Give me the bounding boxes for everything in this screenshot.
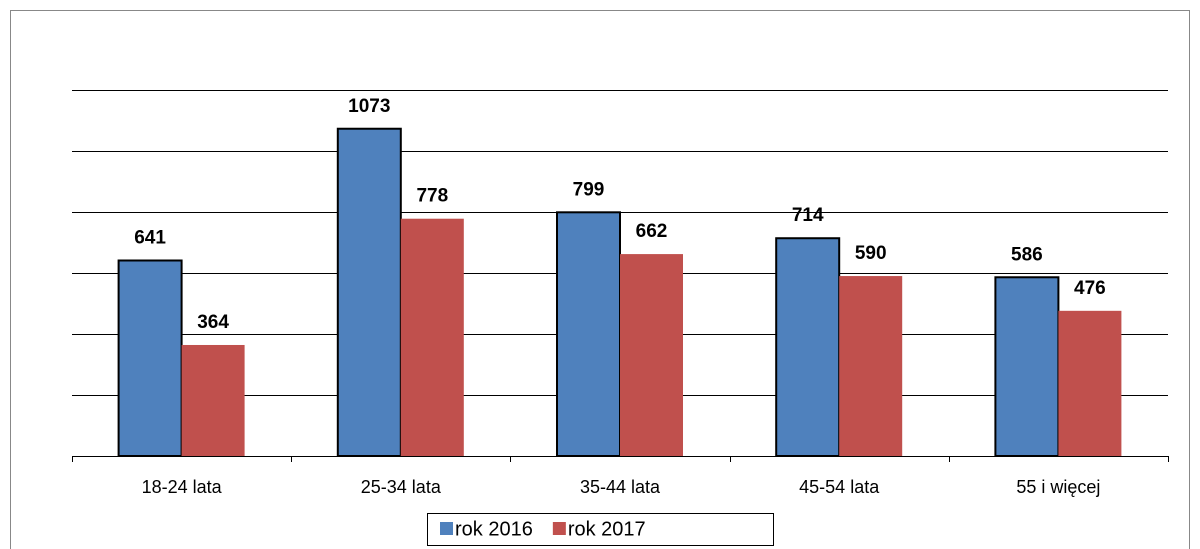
legend-label: rok 2016: [455, 518, 533, 540]
bar: [1058, 310, 1122, 456]
legend-swatch: [440, 522, 453, 535]
bar: [181, 344, 245, 456]
bar: [117, 259, 183, 457]
x-tick-label: 35-44 lata: [580, 477, 661, 497]
data-label: 476: [1074, 278, 1106, 299]
legend-swatch: [552, 522, 566, 535]
data-label: 364: [197, 312, 229, 333]
x-tick-label: 45-54 lata: [799, 477, 880, 497]
data-label: 586: [1011, 244, 1043, 265]
data-label: 778: [416, 186, 448, 207]
bar: [336, 127, 402, 458]
legend-label: rok 2017: [568, 518, 646, 540]
x-tick-label: 18-24 lata: [142, 477, 223, 497]
data-label: 1073: [348, 96, 390, 117]
data-label: 590: [855, 243, 887, 264]
data-label: 641: [134, 228, 166, 249]
bar: [839, 276, 903, 456]
x-tick-label: 55 i więcej: [1016, 477, 1100, 497]
data-label: 662: [636, 221, 668, 242]
bar: [775, 237, 841, 457]
bar: [400, 218, 464, 456]
x-tick-label: 25-34 lata: [361, 477, 442, 497]
bar: [994, 276, 1060, 457]
legend-box: [427, 513, 774, 546]
bar: [556, 211, 621, 457]
data-label: 799: [573, 179, 605, 200]
bar: [620, 254, 683, 456]
data-label: 714: [792, 205, 824, 226]
